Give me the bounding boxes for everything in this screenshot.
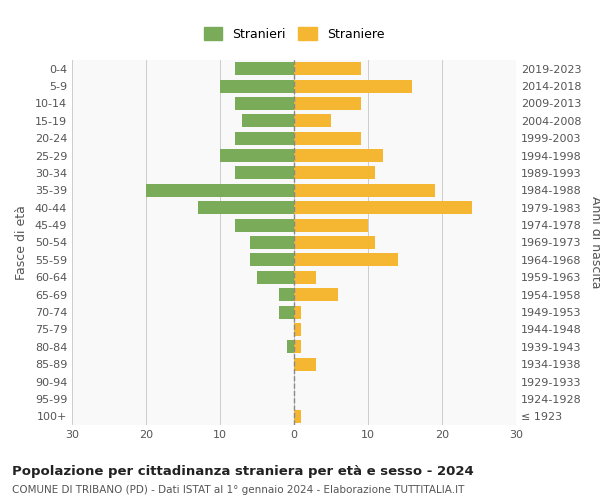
Bar [279, 306, 294, 318]
Bar [294, 114, 331, 128]
Bar [294, 340, 301, 353]
Bar [235, 97, 294, 110]
Bar [279, 288, 294, 301]
Bar [242, 114, 294, 128]
Bar [294, 201, 472, 214]
Bar [294, 270, 316, 284]
Bar [294, 410, 301, 423]
Text: Popolazione per cittadinanza straniera per età e sesso - 2024: Popolazione per cittadinanza straniera p… [12, 465, 474, 478]
Bar [198, 201, 294, 214]
Bar [294, 323, 301, 336]
Bar [294, 288, 338, 301]
Y-axis label: Fasce di età: Fasce di età [15, 205, 28, 280]
Bar [294, 236, 376, 249]
Bar [220, 80, 294, 92]
Bar [294, 132, 361, 144]
Text: COMUNE DI TRIBANO (PD) - Dati ISTAT al 1° gennaio 2024 - Elaborazione TUTTITALIA: COMUNE DI TRIBANO (PD) - Dati ISTAT al 1… [12, 485, 464, 495]
Bar [294, 254, 398, 266]
Bar [294, 149, 383, 162]
Bar [294, 62, 361, 75]
Bar [257, 270, 294, 284]
Bar [294, 166, 376, 179]
Bar [235, 132, 294, 144]
Legend: Stranieri, Straniere: Stranieri, Straniere [199, 22, 389, 46]
Bar [294, 97, 361, 110]
Bar [235, 166, 294, 179]
Y-axis label: Anni di nascita: Anni di nascita [589, 196, 600, 289]
Bar [287, 340, 294, 353]
Bar [146, 184, 294, 197]
Bar [220, 149, 294, 162]
Bar [294, 218, 368, 232]
Bar [294, 80, 412, 92]
Bar [250, 254, 294, 266]
Bar [294, 358, 316, 370]
Bar [250, 236, 294, 249]
Bar [294, 184, 434, 197]
Bar [235, 62, 294, 75]
Bar [294, 306, 301, 318]
Bar [235, 218, 294, 232]
